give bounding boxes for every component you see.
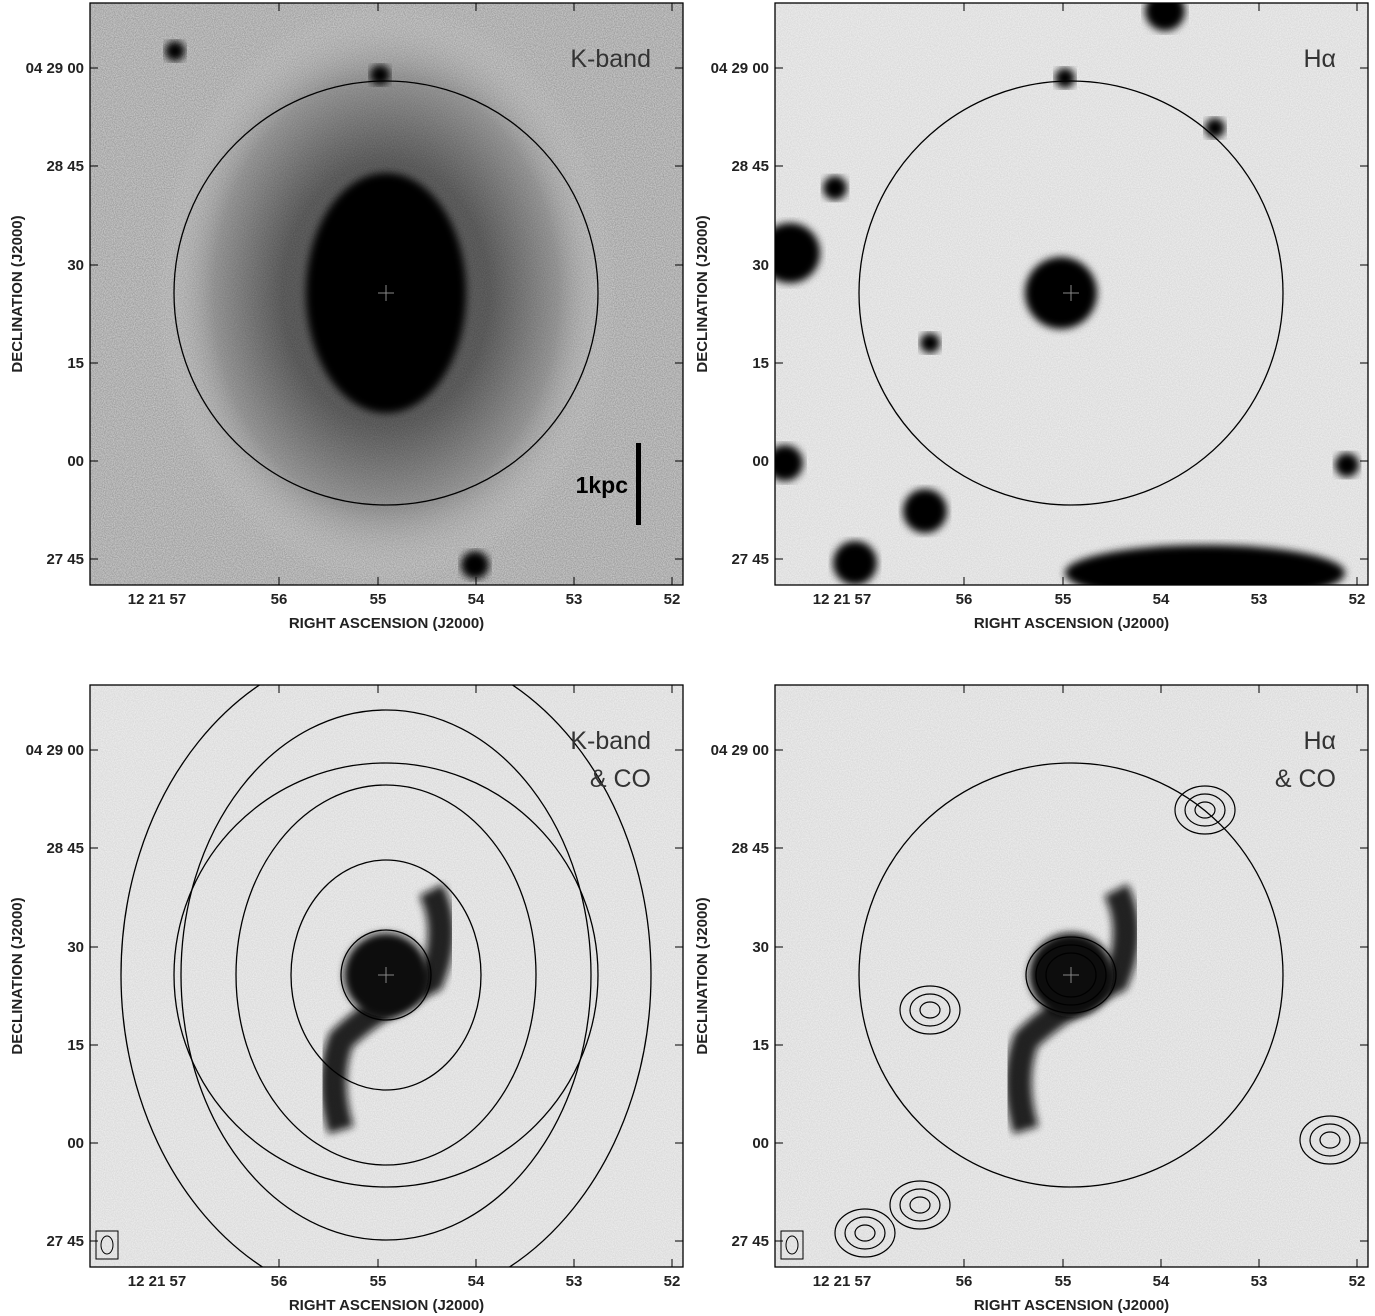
panel: 04 29 00 28 45 30 15 00 27 45 12 21 57 56 55 54 53…: [694, 0, 1368, 632]
x-tick-label: 12 21 57: [128, 1273, 186, 1290]
y-tick-label: 15: [752, 355, 769, 372]
figure: 04 29 00 28 45 30 15 00 27 45 12 21 57 56 55 54 53…: [0, 0, 1375, 1316]
y-tick-label: 04 29 00: [26, 742, 84, 759]
x-axis-title: RIGHT ASCENSION (J2000): [974, 1297, 1169, 1314]
source: [1065, 545, 1345, 601]
source: [833, 541, 877, 585]
x-tick-label: 52: [1349, 591, 1366, 608]
x-axis-title: RIGHT ASCENSION (J2000): [974, 615, 1169, 632]
x-tick-label: 52: [664, 1273, 681, 1290]
image: [760, 0, 1368, 601]
scale-bar: [636, 443, 641, 525]
y-tick-label: 27 45: [46, 551, 84, 568]
x-tick-label: 53: [566, 1273, 583, 1290]
x-tick-label: 56: [956, 1273, 973, 1290]
x-tick-label: 52: [1349, 1273, 1366, 1290]
y-tick-label: 00: [752, 1135, 769, 1152]
y-axis-title: DECLINATION (J2000): [694, 897, 711, 1054]
y-tick-label: 27 45: [46, 1233, 84, 1250]
x-tick-label: 53: [1251, 1273, 1268, 1290]
y-tick-label: 27 45: [731, 551, 769, 568]
y-axis-title: DECLINATION (J2000): [694, 215, 711, 372]
y-axis-title: DECLINATION (J2000): [9, 215, 26, 372]
source: [823, 176, 847, 200]
source: [461, 551, 489, 579]
y-tick-label: 04 29 00: [26, 60, 84, 77]
x-tick-label: 54: [468, 1273, 485, 1290]
x-tick-label: 55: [1055, 1273, 1072, 1290]
x-tick-label: 55: [370, 1273, 387, 1290]
panel-label: K-band: [570, 45, 651, 73]
source: [760, 223, 820, 283]
y-tick-label: 15: [67, 355, 84, 372]
y-tick-label: 15: [752, 1037, 769, 1054]
panel-label: & CO: [1275, 765, 1336, 793]
y-tick-label: 28 45: [46, 158, 84, 175]
y-tick-label: 30: [67, 257, 84, 274]
y-tick-label: 30: [752, 257, 769, 274]
y-tick-label: 00: [67, 1135, 84, 1152]
x-tick-label: 53: [566, 591, 583, 608]
x-tick-label: 55: [370, 591, 387, 608]
panel-label: Hα: [1303, 45, 1336, 73]
panel: 04 29 00 28 45 30 15 00 27 45 12 21 57 56 55 54 53…: [9, 645, 683, 1314]
source: [903, 489, 947, 533]
y-tick-label: 30: [67, 939, 84, 956]
x-tick-label: 54: [1153, 591, 1170, 608]
y-axis-title: DECLINATION (J2000): [9, 897, 26, 1054]
panel-label: & CO: [590, 765, 651, 793]
y-tick-label: 28 45: [46, 840, 84, 857]
source: [1055, 68, 1075, 88]
x-tick-label: 53: [1251, 591, 1268, 608]
scale-bar-label: 1kpc: [576, 472, 629, 498]
panel-label: Hα: [1303, 727, 1336, 755]
panel-label: K-band: [570, 727, 651, 755]
panel: 04 29 00 28 45 30 15 00 27 45 12 21 57 56 55 54 53…: [9, 3, 683, 632]
y-tick-label: 27 45: [731, 1233, 769, 1250]
x-axis-title: RIGHT ASCENSION (J2000): [289, 1297, 484, 1314]
y-tick-label: 04 29 00: [711, 742, 769, 759]
x-tick-label: 52: [664, 591, 681, 608]
source: [920, 333, 940, 353]
y-tick-label: 28 45: [731, 158, 769, 175]
x-tick-label: 12 21 57: [128, 591, 186, 608]
x-tick-label: 56: [271, 1273, 288, 1290]
x-tick-label: 56: [271, 591, 288, 608]
nucleus: [1025, 257, 1097, 329]
source: [165, 41, 185, 61]
y-tick-label: 28 45: [731, 840, 769, 857]
source: [1335, 453, 1359, 477]
x-axis-title: RIGHT ASCENSION (J2000): [289, 615, 484, 632]
y-tick-label: 00: [67, 453, 84, 470]
source: [1205, 118, 1225, 138]
source: [767, 445, 803, 481]
x-tick-label: 12 21 57: [813, 591, 871, 608]
y-tick-label: 00: [752, 453, 769, 470]
panel: 04 29 00 28 45 30 15 00 27 45 12 21 57 56 55 54 53…: [694, 685, 1368, 1314]
x-tick-label: 56: [956, 591, 973, 608]
x-tick-label: 12 21 57: [813, 1273, 871, 1290]
y-tick-label: 04 29 00: [711, 60, 769, 77]
x-tick-label: 54: [468, 591, 485, 608]
y-tick-label: 15: [67, 1037, 84, 1054]
x-tick-label: 54: [1153, 1273, 1170, 1290]
y-tick-label: 30: [752, 939, 769, 956]
x-tick-label: 55: [1055, 591, 1072, 608]
